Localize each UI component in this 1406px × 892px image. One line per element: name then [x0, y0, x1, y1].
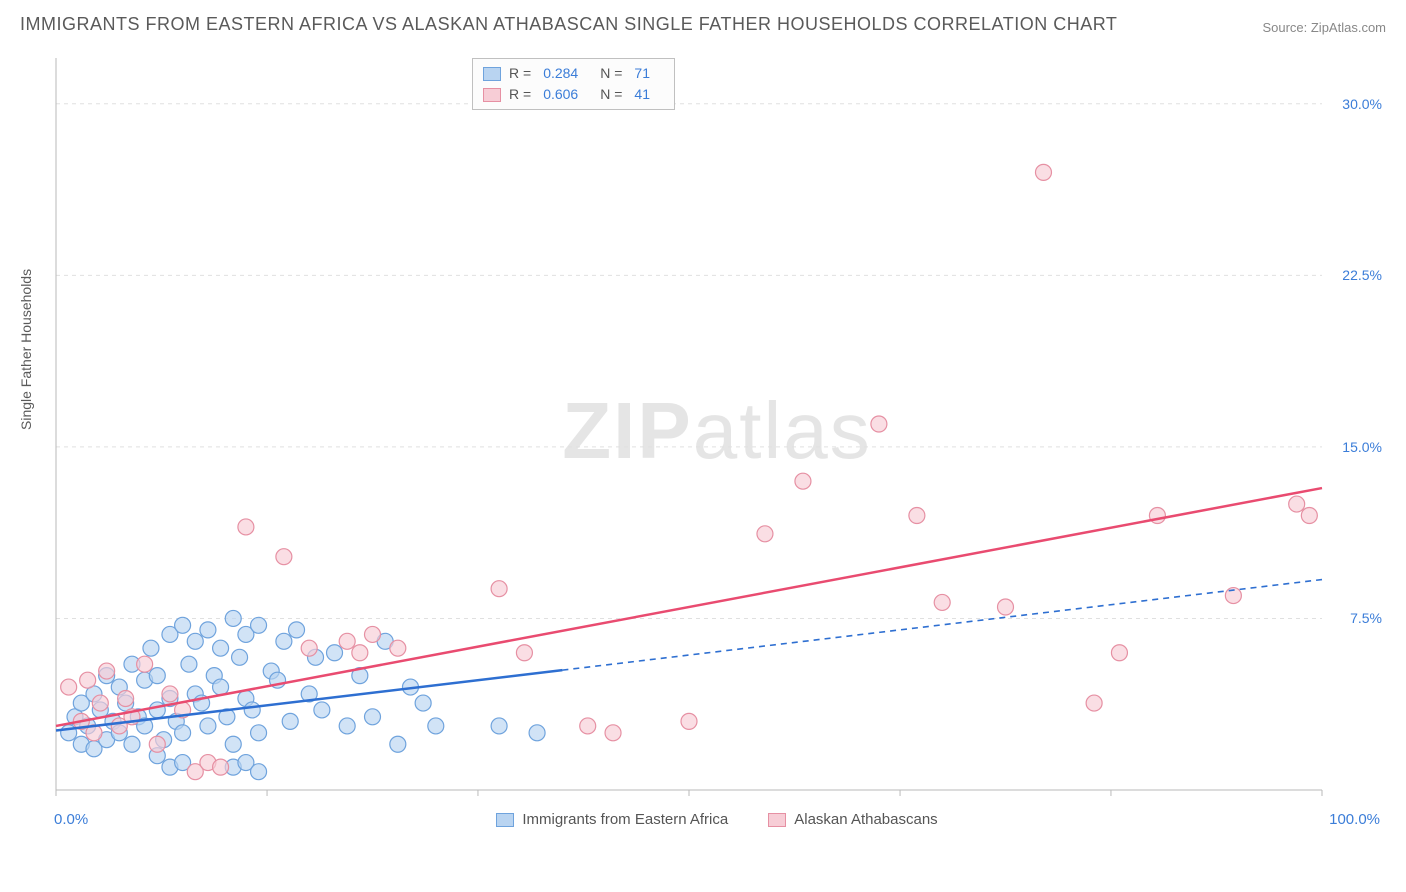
r-value-2: 0.606 [543, 84, 578, 105]
source-attribution: Source: ZipAtlas.com [1262, 20, 1386, 35]
bottom-legend: Immigrants from Eastern Africa Alaskan A… [52, 811, 1382, 828]
stats-row-2: R = 0.606 N = 41 [483, 84, 664, 105]
y-tick-label: 30.0% [1338, 96, 1386, 112]
y-tick-label: 7.5% [1346, 610, 1386, 626]
y-axis-label: Single Father Households [18, 269, 34, 430]
legend-swatch-1 [496, 813, 514, 827]
chart-title: IMMIGRANTS FROM EASTERN AFRICA VS ALASKA… [20, 14, 1117, 35]
n-label-2: N = [600, 84, 622, 105]
legend-label-1: Immigrants from Eastern Africa [522, 811, 728, 828]
legend-item-2: Alaskan Athabascans [768, 811, 937, 828]
r-label-1: R = [509, 63, 531, 84]
legend-swatch-2 [768, 813, 786, 827]
r-label-2: R = [509, 84, 531, 105]
stats-legend: R = 0.284 N = 71 R = 0.606 N = 41 [472, 58, 675, 110]
stats-row-1: R = 0.284 N = 71 [483, 63, 664, 84]
legend-label-2: Alaskan Athabascans [794, 811, 937, 828]
y-tick-label: 22.5% [1338, 267, 1386, 283]
scatter-plot [52, 50, 1382, 830]
legend-item-1: Immigrants from Eastern Africa [496, 811, 728, 828]
swatch-series-2 [483, 88, 501, 102]
n-value-1: 71 [634, 63, 650, 84]
swatch-series-1 [483, 67, 501, 81]
r-value-1: 0.284 [543, 63, 578, 84]
n-label-1: N = [600, 63, 622, 84]
y-tick-label: 15.0% [1338, 439, 1386, 455]
n-value-2: 41 [634, 84, 650, 105]
chart-area: ZIPatlas R = 0.284 N = 71 R = 0.606 N = … [52, 50, 1382, 830]
